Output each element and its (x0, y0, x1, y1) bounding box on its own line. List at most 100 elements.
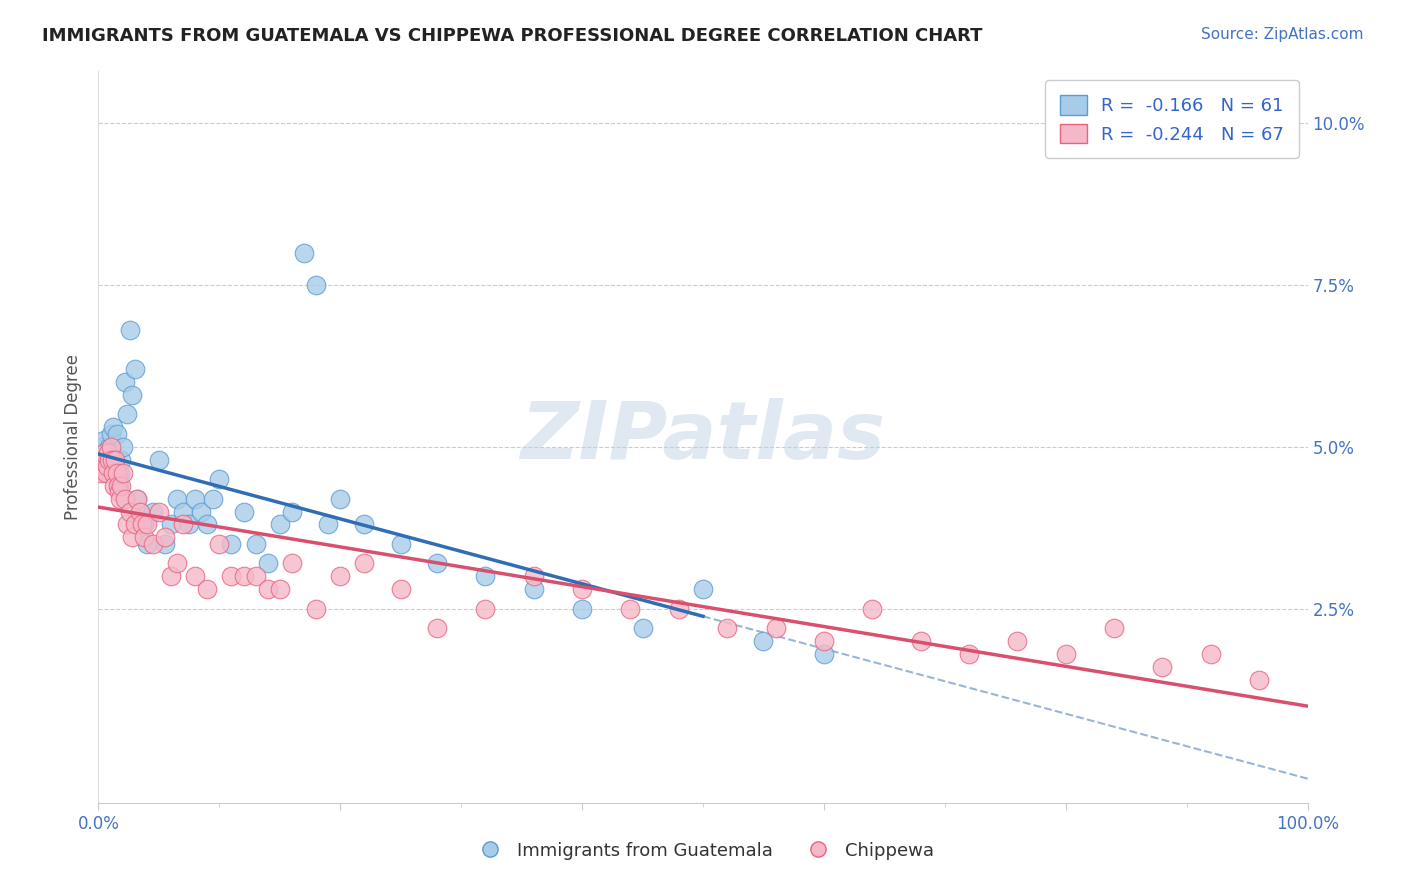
Text: IMMIGRANTS FROM GUATEMALA VS CHIPPEWA PROFESSIONAL DEGREE CORRELATION CHART: IMMIGRANTS FROM GUATEMALA VS CHIPPEWA PR… (42, 27, 983, 45)
Point (1007, 634, 1029, 648)
Point (124, 362, 146, 376)
Point (128, 504, 150, 518)
Point (166, 557, 188, 571)
Point (91, 440, 114, 454)
Point (121, 530, 143, 544)
Point (108, 466, 131, 480)
Point (114, 491, 136, 506)
Point (389, 537, 412, 551)
Point (426, 621, 449, 635)
Point (172, 504, 194, 518)
Point (221, 569, 243, 583)
Point (329, 569, 352, 583)
Point (93, 434, 115, 448)
Point (110, 452, 132, 467)
Point (160, 569, 183, 583)
Point (353, 557, 375, 571)
Point (474, 601, 496, 615)
Point (98, 452, 121, 467)
Point (269, 582, 291, 597)
Point (860, 601, 883, 615)
Point (100, 446, 122, 460)
Point (910, 634, 932, 648)
Point (148, 452, 170, 467)
Point (305, 601, 328, 615)
Text: Source: ZipAtlas.com: Source: ZipAtlas.com (1201, 27, 1364, 42)
Point (160, 517, 183, 532)
Point (100, 440, 122, 454)
Point (148, 504, 170, 518)
Point (292, 245, 315, 260)
Point (117, 408, 139, 422)
Point (90, 452, 112, 467)
Point (631, 621, 654, 635)
Legend: Immigrants from Guatemala, Chippewa: Immigrants from Guatemala, Chippewa (464, 835, 942, 867)
Point (208, 537, 231, 551)
Point (134, 530, 156, 544)
Point (692, 582, 714, 597)
Point (142, 504, 165, 518)
Point (329, 491, 352, 506)
Point (202, 491, 225, 506)
Point (195, 582, 218, 597)
Point (190, 504, 212, 518)
Point (523, 582, 546, 597)
Point (389, 582, 412, 597)
Point (752, 634, 775, 648)
Point (94, 459, 117, 474)
Point (100, 452, 122, 467)
Point (118, 323, 141, 337)
Point (117, 517, 139, 532)
Point (1054, 647, 1077, 661)
Point (131, 517, 153, 532)
Point (142, 537, 165, 551)
Point (153, 530, 176, 544)
Point (131, 517, 153, 532)
Point (94, 466, 117, 480)
Point (208, 472, 231, 486)
Point (124, 517, 146, 532)
Point (101, 420, 124, 434)
Point (128, 504, 150, 518)
Point (813, 634, 835, 648)
Point (107, 478, 129, 492)
Point (245, 537, 267, 551)
Point (108, 478, 131, 492)
Point (571, 601, 593, 615)
Point (90, 466, 112, 480)
Point (256, 582, 278, 597)
Point (1249, 673, 1271, 687)
Point (269, 517, 291, 532)
Point (195, 517, 218, 532)
Point (105, 466, 128, 480)
Point (91, 459, 114, 474)
Point (111, 466, 134, 480)
Point (281, 557, 304, 571)
Point (105, 426, 128, 441)
Point (166, 491, 188, 506)
Point (353, 517, 375, 532)
Point (93, 446, 115, 460)
Point (91, 452, 114, 467)
Point (108, 485, 131, 500)
Point (107, 472, 129, 486)
Point (474, 569, 496, 583)
Point (127, 491, 149, 506)
Text: ZIPatlas: ZIPatlas (520, 398, 886, 476)
Point (1102, 621, 1125, 635)
Point (110, 478, 132, 492)
Point (184, 491, 207, 506)
Point (1199, 647, 1222, 661)
Point (114, 375, 136, 389)
Point (104, 459, 127, 474)
Point (103, 452, 125, 467)
Point (97, 452, 120, 467)
Point (101, 466, 124, 480)
Point (619, 601, 641, 615)
Y-axis label: Professional Degree: Professional Degree (65, 354, 83, 520)
Point (135, 537, 157, 551)
Point (281, 504, 304, 518)
Point (184, 569, 207, 583)
Point (571, 582, 593, 597)
Point (97, 446, 120, 460)
